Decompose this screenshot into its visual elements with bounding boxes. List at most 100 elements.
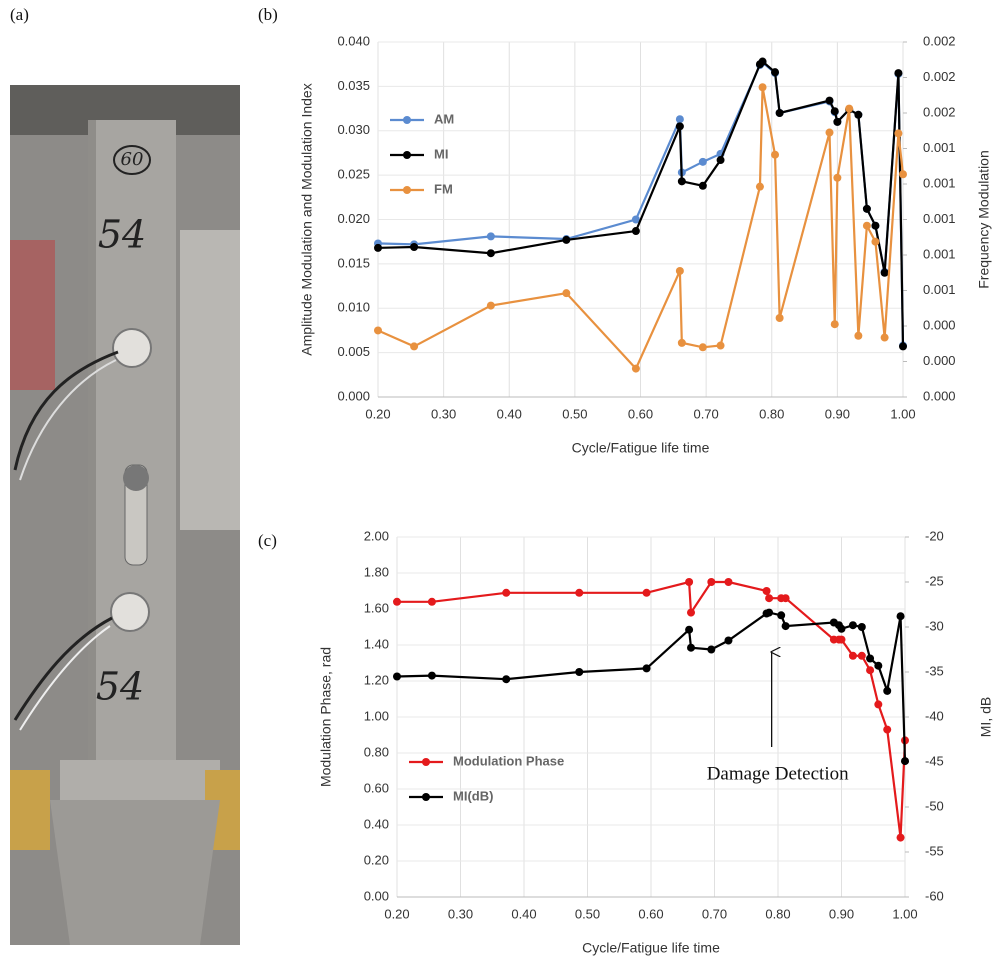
y2-tick-label: 0.002 — [923, 69, 956, 84]
y2-tick-label: 0.002 — [923, 33, 956, 48]
legend-marker — [403, 151, 411, 159]
y-tick-label: 0.020 — [337, 211, 370, 226]
y2-tick-label: 0.001 — [923, 175, 956, 190]
y-tick-label: 1.00 — [364, 708, 389, 723]
panel-label: (b) — [258, 5, 278, 24]
data-point — [775, 314, 784, 323]
y2-axis-title: Frequency Modulation — [976, 150, 992, 289]
data-point — [685, 578, 694, 586]
data-point — [830, 107, 839, 116]
y2-tick-label: 0.001 — [923, 140, 956, 155]
x-tick-label: 0.40 — [497, 406, 522, 421]
data-point — [901, 757, 909, 766]
data-point — [707, 645, 716, 654]
photo-label: 54 — [98, 213, 146, 257]
y2-tick-label: 0.000 — [923, 353, 956, 368]
data-point — [410, 342, 419, 351]
data-point — [833, 117, 842, 126]
data-point — [825, 128, 834, 137]
data-point — [698, 181, 707, 190]
data-point — [771, 150, 780, 159]
x-tick-label: 0.90 — [825, 406, 850, 421]
data-point — [866, 666, 875, 675]
data-point — [724, 636, 733, 645]
y2-tick-label: -35 — [925, 663, 944, 678]
data-point — [687, 643, 696, 652]
data-point — [502, 675, 511, 684]
data-point — [777, 611, 786, 620]
data-point — [857, 623, 866, 631]
data-point — [894, 69, 903, 78]
x-tick-label: 0.70 — [693, 406, 718, 421]
y2-tick-label: -60 — [925, 888, 944, 903]
y-tick-label: 0.010 — [337, 300, 370, 315]
data-point — [883, 725, 892, 734]
y2-axis-title: MI, dB — [978, 697, 994, 737]
y2-tick-label: 0.001 — [923, 282, 956, 297]
data-point — [781, 594, 790, 603]
data-point — [374, 326, 382, 335]
y2-tick-label: -30 — [925, 618, 944, 633]
data-point — [837, 624, 846, 633]
data-point — [486, 301, 495, 310]
x-tick-label: 0.20 — [384, 906, 409, 921]
data-point — [848, 621, 857, 630]
y2-tick-label: -25 — [925, 573, 944, 588]
data-point — [758, 57, 767, 66]
data-point — [866, 654, 875, 663]
y-tick-label: 0.20 — [364, 852, 389, 867]
y2-tick-label: 0.001 — [923, 246, 956, 261]
data-point — [427, 671, 436, 680]
panel-label: (c) — [258, 531, 277, 550]
legend-label: MI — [434, 146, 448, 161]
data-point — [631, 227, 640, 236]
data-point — [825, 96, 834, 105]
x-axis-title: Cycle/Fatigue life time — [572, 440, 710, 456]
y-tick-label: 0.005 — [337, 344, 370, 359]
data-point — [830, 320, 839, 329]
data-point — [698, 157, 707, 166]
data-point — [781, 622, 790, 631]
data-point — [675, 115, 684, 124]
data-point — [845, 104, 854, 113]
data-point — [393, 597, 401, 606]
x-tick-label: 1.00 — [890, 406, 915, 421]
y-tick-label: 1.60 — [364, 600, 389, 615]
data-point — [502, 588, 511, 597]
data-point — [862, 221, 871, 230]
legend-marker — [422, 758, 430, 766]
data-point — [698, 343, 707, 352]
y2-tick-label: -55 — [925, 843, 944, 858]
data-point — [880, 333, 889, 342]
y-tick-label: 0.000 — [337, 388, 370, 403]
y2-tick-label: 0.000 — [923, 317, 956, 332]
data-point — [374, 243, 382, 252]
data-point — [687, 608, 696, 617]
photo-label: 60 — [121, 149, 144, 170]
data-point — [857, 651, 866, 660]
data-point — [575, 668, 584, 676]
data-point — [631, 215, 640, 224]
y-tick-label: 0.60 — [364, 780, 389, 795]
legend-marker — [403, 186, 411, 194]
data-point — [874, 700, 883, 709]
y-tick-label: 2.00 — [364, 528, 389, 543]
y-tick-label: 0.025 — [337, 167, 370, 182]
data-point — [854, 331, 863, 340]
data-point — [837, 635, 846, 644]
data-point — [562, 235, 571, 244]
data-point — [685, 625, 694, 634]
data-point — [716, 156, 725, 165]
data-point — [899, 170, 907, 179]
data-point — [896, 612, 905, 621]
data-point — [871, 221, 880, 230]
legend-label: MI(dB) — [453, 788, 493, 803]
data-point — [758, 83, 767, 92]
data-point — [854, 110, 863, 119]
data-point — [871, 237, 880, 246]
data-point — [883, 686, 892, 695]
y2-tick-label: -40 — [925, 708, 944, 723]
data-point — [677, 177, 686, 186]
x-tick-label: 0.60 — [628, 406, 653, 421]
y-tick-label: 0.00 — [364, 888, 389, 903]
